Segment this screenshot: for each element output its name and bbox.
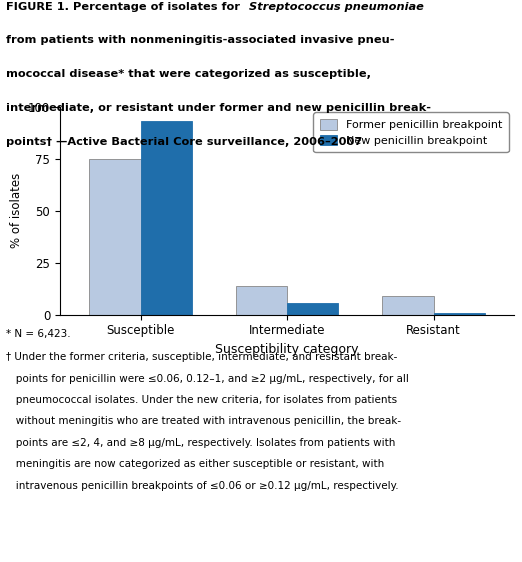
Bar [236, 285, 287, 315]
Y-axis label: % of isolates: % of isolates [9, 173, 22, 248]
Legend: Former penicillin breakpoint, New penicillin breakpoint: Former penicillin breakpoint, New penici… [313, 112, 508, 152]
Text: from patients with nonmeningitis-associated invasive pneu-: from patients with nonmeningitis-associa… [6, 35, 395, 46]
Text: points for penicillin were ≤0.06, 0.12–1, and ≥2 μg/mL, respectively, for all: points for penicillin were ≤0.06, 0.12–1… [6, 374, 409, 384]
Bar [434, 312, 485, 315]
Bar [287, 303, 338, 315]
Text: * N = 6,423.: * N = 6,423. [6, 329, 71, 339]
Text: mococcal disease* that were categorized as susceptible,: mococcal disease* that were categorized … [6, 69, 371, 79]
Bar [140, 121, 192, 315]
Text: intravenous penicillin breakpoints of ≤0.06 or ≥0.12 μg/mL, respectively.: intravenous penicillin breakpoints of ≤0… [6, 481, 399, 491]
Bar [382, 296, 434, 315]
Text: FIGURE 1. Percentage of isolates for: FIGURE 1. Percentage of isolates for [6, 2, 244, 12]
Bar [89, 159, 140, 315]
Text: Streptococcus pneumoniae: Streptococcus pneumoniae [248, 2, 423, 12]
Text: pneumococcal isolates. Under the new criteria, for isolates from patients: pneumococcal isolates. Under the new cri… [6, 395, 397, 405]
Text: points are ≤2, 4, and ≥8 μg/mL, respectively. Isolates from patients with: points are ≤2, 4, and ≥8 μg/mL, respecti… [6, 438, 396, 448]
Text: intermediate, or resistant under former and new penicillin break-: intermediate, or resistant under former … [6, 103, 431, 113]
Text: points† —Active Bacterial Core surveillance, 2006–2007: points† —Active Bacterial Core surveilla… [6, 137, 362, 147]
Text: meningitis are now categorized as either susceptible or resistant, with: meningitis are now categorized as either… [6, 459, 385, 469]
X-axis label: Susceptibility category: Susceptibility category [216, 343, 359, 356]
Text: without meningitis who are treated with intravenous penicillin, the break-: without meningitis who are treated with … [6, 416, 401, 427]
Text: † Under the former criteria, susceptible, intermediate, and resistant break-: † Under the former criteria, susceptible… [6, 352, 398, 362]
